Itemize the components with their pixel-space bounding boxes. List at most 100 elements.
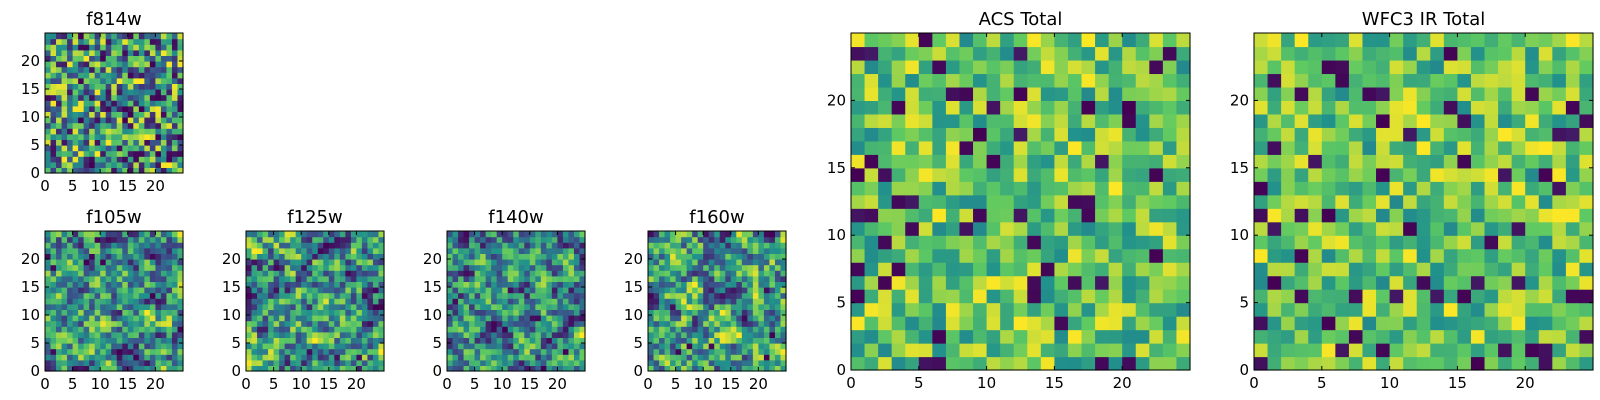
- heatmap-cell: [50, 348, 57, 355]
- heatmap-cell: [301, 247, 308, 254]
- heatmap-cell: [111, 354, 118, 361]
- heatmap-cell: [535, 303, 542, 310]
- heatmap-cell: [1443, 343, 1458, 358]
- heatmap-cell: [496, 281, 503, 288]
- heatmap-cell: [1579, 343, 1594, 358]
- heatmap-cell: [290, 242, 297, 249]
- heatmap-cell: [741, 253, 748, 260]
- heatmap-cell: [1470, 46, 1486, 61]
- heatmap-cell: [681, 326, 688, 333]
- heatmap-cell: [496, 303, 503, 310]
- heatmap-cell: [1484, 154, 1499, 169]
- heatmap-cell: [56, 94, 63, 101]
- heatmap-cell: [61, 315, 68, 322]
- heatmap-cell: [67, 105, 74, 112]
- heatmap-cell: [166, 320, 173, 327]
- heatmap-cell: [1254, 167, 1269, 182]
- heatmap-cell: [485, 298, 492, 305]
- y-tick-label: 15: [222, 278, 241, 296]
- heatmap-cell: [1254, 59, 1269, 75]
- heatmap-cell: [480, 287, 487, 294]
- heatmap-cell: [1376, 235, 1391, 250]
- heatmap-cell: [725, 270, 732, 277]
- heatmap-cell: [127, 167, 134, 174]
- heatmap-cell: [1457, 356, 1472, 371]
- heatmap-cell: [780, 259, 787, 266]
- heatmap-cell: [1335, 289, 1350, 304]
- heatmap-cell: [133, 253, 140, 260]
- heatmap-cell: [378, 253, 385, 260]
- heatmap-cell: [61, 359, 68, 366]
- heatmap-cell: [72, 89, 79, 96]
- heatmap-cell: [496, 315, 503, 322]
- heatmap-cell: [1013, 275, 1028, 290]
- heatmap-cell: [257, 292, 264, 299]
- heatmap-cell: [752, 359, 759, 366]
- heatmap-cell: [1108, 154, 1123, 169]
- heatmap-cell: [1511, 167, 1526, 182]
- heatmap-cell: [664, 259, 671, 266]
- heatmap-cell: [149, 320, 156, 327]
- heatmap-cell: [273, 354, 280, 361]
- heatmap-cell: [1122, 33, 1137, 48]
- heatmap-cell: [986, 302, 1001, 317]
- heatmap-cell: [959, 316, 974, 331]
- heatmap-cell: [1162, 221, 1178, 236]
- heatmap-cell: [491, 309, 498, 316]
- heatmap-cell: [1538, 100, 1553, 115]
- heatmap-cell: [144, 365, 151, 372]
- heatmap-cell: [67, 117, 74, 124]
- heatmap-cell: [1294, 167, 1309, 182]
- heatmap-cell: [736, 231, 743, 238]
- heatmap-cell: [675, 343, 682, 350]
- heatmap-cell: [697, 359, 704, 366]
- heatmap-cell: [1430, 181, 1445, 196]
- heatmap-cell: [1579, 86, 1594, 101]
- heatmap-cell: [290, 259, 297, 266]
- heatmap-cell: [562, 287, 570, 294]
- heatmap-cell: [747, 326, 754, 333]
- heatmap-cell: [61, 145, 68, 152]
- heatmap-cell: [463, 259, 470, 266]
- heatmap-cell: [1416, 329, 1431, 344]
- heatmap-cell: [155, 348, 162, 355]
- heatmap-cell: [339, 253, 346, 260]
- heatmap-cell: [1348, 33, 1364, 48]
- heatmap-cell: [1348, 59, 1364, 75]
- heatmap-cell: [1122, 248, 1137, 263]
- heatmap-cell: [268, 236, 275, 243]
- heatmap-cell: [50, 77, 57, 84]
- heatmap-cell: [246, 303, 253, 310]
- heatmap-cell: [45, 44, 52, 51]
- heatmap-cell: [45, 270, 52, 277]
- heatmap-cell: [166, 83, 173, 90]
- heatmap-cell: [714, 270, 721, 277]
- heatmap-cell: [851, 329, 866, 344]
- heatmap-cell: [730, 236, 737, 243]
- heatmap-cell: [56, 359, 63, 366]
- heatmap-cell: [1376, 356, 1391, 371]
- heatmap-cell: [122, 89, 129, 96]
- heatmap-cell: [1000, 181, 1015, 196]
- heatmap-cell: [166, 161, 173, 168]
- heatmap-cell: [670, 326, 677, 333]
- heatmap-cell: [540, 337, 547, 344]
- heatmap-cell: [747, 236, 754, 243]
- heatmap-cell: [502, 359, 509, 366]
- heatmap-cell: [557, 253, 564, 260]
- heatmap-cell: [72, 275, 79, 282]
- heatmap-cell: [986, 100, 1001, 115]
- heatmap-cell: [780, 298, 787, 305]
- heatmap-cell: [513, 365, 520, 372]
- heatmap-cell: [339, 264, 346, 271]
- heatmap-cell: [105, 66, 112, 73]
- heatmap-cell: [1389, 316, 1404, 331]
- heatmap-cell: [557, 354, 564, 361]
- heatmap-cell: [725, 348, 732, 355]
- heatmap-cell: [89, 122, 96, 129]
- heatmap-cell: [1376, 194, 1391, 209]
- x-tick-label: 0: [1249, 374, 1259, 392]
- heatmap-cell: [469, 303, 476, 310]
- heatmap-cell: [166, 253, 173, 260]
- heatmap-cell: [56, 139, 63, 146]
